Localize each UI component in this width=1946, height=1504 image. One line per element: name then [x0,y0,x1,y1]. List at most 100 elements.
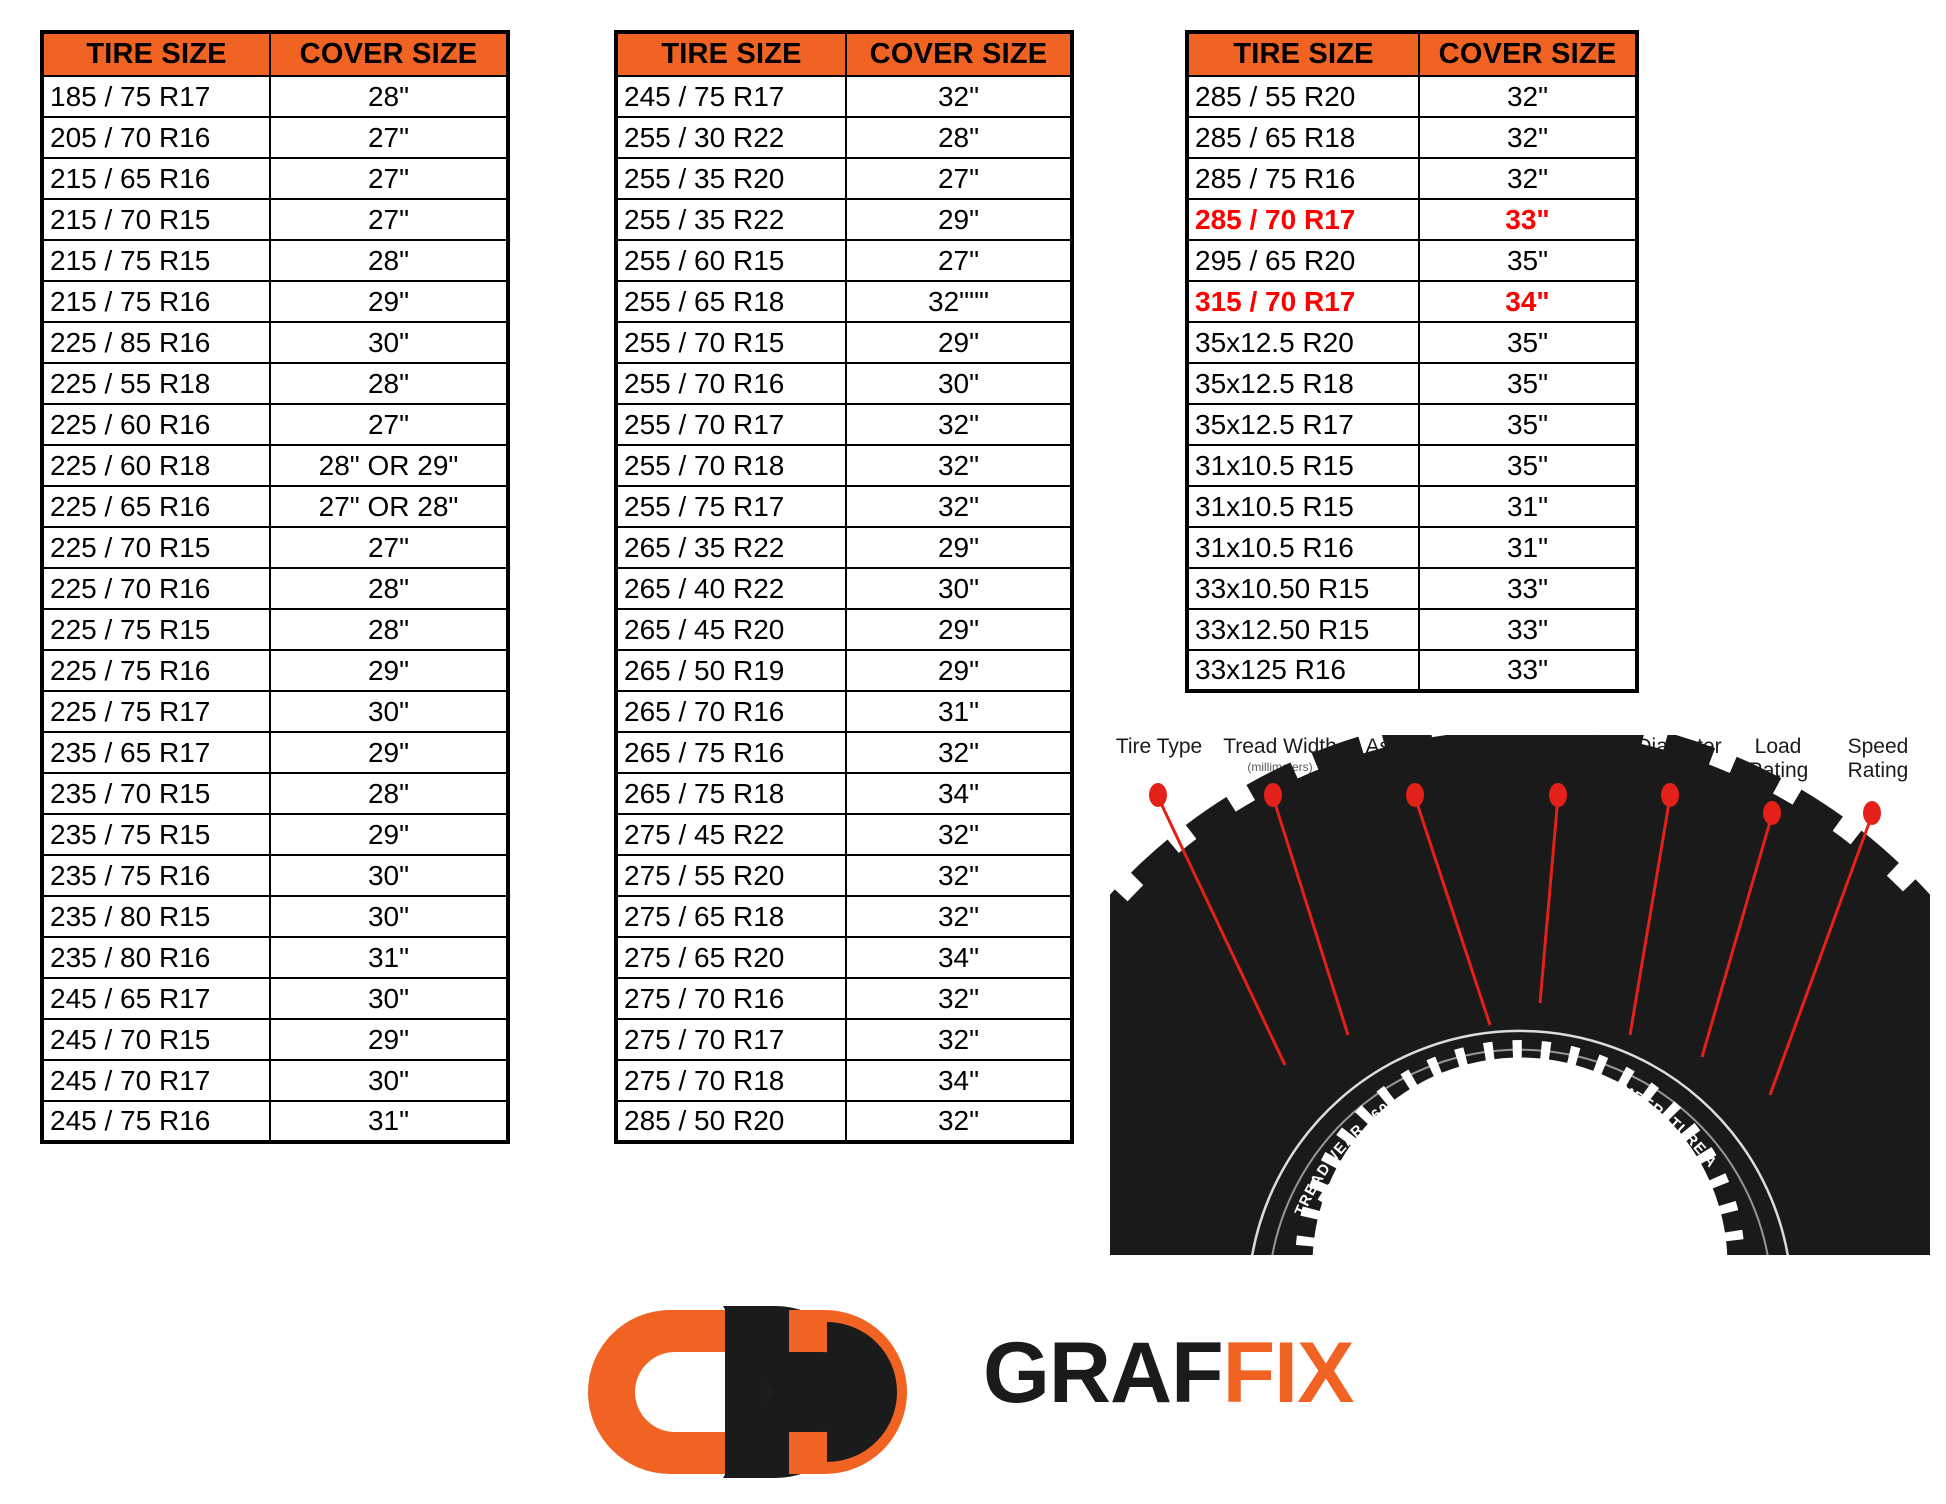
cell-tire-size: 33x12.50 R15 [1186,608,1420,651]
cell-cover-size: 32" [845,854,1073,897]
cell-tire-size: 225 / 55 R18 [41,362,271,405]
cell-tire-size: 265 / 40 R22 [615,567,847,610]
cell-cover-size: 27" [269,116,509,159]
cell-tire-size: 225 / 70 R15 [41,526,271,569]
cell-cover-size: 29" [269,649,509,692]
cell-tire-size: 275 / 65 R18 [615,895,847,938]
table-header-row: TIRE SIZE COVER SIZE [41,31,509,77]
cell-tire-size: 275 / 70 R16 [615,977,847,1020]
graffix-logo: GRAFFIX [575,1270,1365,1478]
cell-cover-size: 29" [269,813,509,856]
cell-tire-size: 225 / 65 R16 [41,485,271,528]
table-row: 285 / 75 R16 32" [1186,157,1638,200]
table-row: 215 / 65 R16 27" [41,157,509,200]
logo-word-fix: FIX [1222,1325,1355,1421]
callout-subtitle: (millimeters) [1247,759,1313,774]
cell-cover-size: 27" [269,198,509,241]
header-tire-size: TIRE SIZE [41,31,271,77]
cell-tire-size: 275 / 70 R17 [615,1018,847,1061]
table-row: 225 / 70 R16 28" [41,567,509,610]
cell-cover-size: 29" [269,280,509,323]
table-row: 315 / 70 R17 34" [1186,280,1638,323]
table-row: 225 / 75 R16 29" [41,649,509,692]
cell-tire-size: 185 / 75 R17 [41,75,271,118]
cell-cover-size: 31" [845,690,1073,733]
cell-tire-size: 255 / 65 R18 [615,280,847,323]
tire-size-table-2: TIRE SIZE COVER SIZE 245 / 75 R17 32" 255 … [614,30,1074,1144]
table-row: 235 / 80 R15 30" [41,895,509,938]
cell-cover-size: 27" [845,157,1073,200]
pointer-line-radial [1538,796,1560,1004]
cell-tire-size: 265 / 75 R16 [615,731,847,774]
cell-tire-size: 35x12.5 R18 [1186,362,1420,405]
cell-tire-size: 275 / 70 R18 [615,1059,847,1102]
cell-cover-size: 31" [269,1100,509,1143]
sidewall-groove-lower [1317,1091,1723,1255]
cell-tire-size: 285 / 65 R18 [1186,116,1420,159]
cell-tire-size: 265 / 45 R20 [615,608,847,651]
logo-mark [588,1306,907,1478]
table-row: 275 / 65 R20 34" [615,936,1073,979]
table-row: 255 / 65 R18 32""" [615,280,1073,323]
cell-tire-size: 265 / 75 R18 [615,772,847,815]
header-tire-size: TIRE SIZE [615,31,847,77]
cell-tire-size: 295 / 65 R20 [1186,239,1420,282]
table-row: 31x10.5 R15 35" [1186,444,1638,487]
cell-tire-size: 215 / 75 R16 [41,280,271,323]
cell-tire-size: 245 / 75 R17 [615,75,847,118]
cell-tire-size: 33x10.50 R15 [1186,567,1420,610]
cell-cover-size: 32" [845,977,1073,1020]
cell-tire-size: 265 / 50 R19 [615,649,847,692]
table-row: 245 / 75 R16 31" [41,1100,509,1143]
cell-tire-size: 255 / 75 R17 [615,485,847,528]
cell-tire-size: 255 / 30 R22 [615,116,847,159]
cell-cover-size: 27" [269,157,509,200]
tire-size-table-3: TIRE SIZE COVER SIZE 285 / 55 R20 32" 285 … [1185,30,1639,693]
tire-size-table-2-wrapper: TIRE SIZE COVER SIZE 245 / 75 R17 32" 255 … [614,30,1074,1144]
table-row: 185 / 75 R17 28" [41,75,509,118]
pointer-dot-load-rating [1763,801,1781,825]
table-row: 215 / 75 R15 28" [41,239,509,282]
cell-cover-size: 30" [269,690,509,733]
table-row: 275 / 45 R22 32" [615,813,1073,856]
table-row: 235 / 75 R16 30" [41,854,509,897]
table-row: 265 / 75 R16 32" [615,731,1073,774]
cell-cover-size: 28" OR 29" [269,444,509,487]
table-body: 285 / 55 R20 32" 285 / 65 R18 32" 285 / 75 R… [1186,75,1638,692]
cell-cover-size: 35" [1418,403,1638,446]
table-row: 255 / 75 R17 32" [615,485,1073,528]
cell-tire-size: 315 / 70 R17 [1186,280,1420,323]
cell-cover-size: 29" [845,608,1073,651]
cell-cover-size: 28" [269,75,509,118]
cell-cover-size: 28" [269,772,509,815]
cell-cover-size: 31" [1418,526,1638,569]
table-row: 275 / 70 R16 32" [615,977,1073,1020]
table-row: 235 / 65 R17 29" [41,731,509,774]
cell-cover-size: 32" [845,444,1073,487]
table-row: 235 / 80 R16 31" [41,936,509,979]
cell-tire-size: 35x12.5 R20 [1186,321,1420,364]
table-row: 265 / 70 R16 31" [615,690,1073,733]
cell-tire-size: 255 / 35 R22 [615,198,847,241]
tire-size-table-1-wrapper: TIRE SIZE COVER SIZE 185 / 75 R17 28" 205 … [40,30,510,1144]
logo-wordmark: GRAFFIX [983,1330,1354,1416]
tire-svg: TREADWEAR 360 TRACTION A TEMPERATURE A P… [1110,735,1930,1255]
table-row: 225 / 70 R15 27" [41,526,509,569]
pointer-line-diameter [1628,796,1672,1036]
cell-tire-size: 255 / 70 R15 [615,321,847,364]
cell-cover-size: 28" [269,362,509,405]
cell-tire-size: 205 / 70 R16 [41,116,271,159]
tire-size-table-3-wrapper: TIRE SIZE COVER SIZE 285 / 55 R20 32" 285 … [1185,30,1639,693]
cell-tire-size: 255 / 70 R17 [615,403,847,446]
cell-tire-size: 225 / 85 R16 [41,321,271,364]
cell-tire-size: 285 / 55 R20 [1186,75,1420,118]
pointer-dot-diameter [1661,783,1679,807]
tire-sidewall-diagram: Tire Type Tread Width (millimeters) Aspe… [1110,735,1930,1255]
table-row: 255 / 35 R20 27" [615,157,1073,200]
callout-title: Tire Type [1115,735,1203,758]
cell-cover-size: 27" OR 28" [269,485,509,528]
cell-cover-size: 29" [269,1018,509,1061]
table-row: 31x10.5 R15 31" [1186,485,1638,528]
table-row: 225 / 60 R16 27" [41,403,509,446]
table-row: 275 / 70 R18 34" [615,1059,1073,1102]
